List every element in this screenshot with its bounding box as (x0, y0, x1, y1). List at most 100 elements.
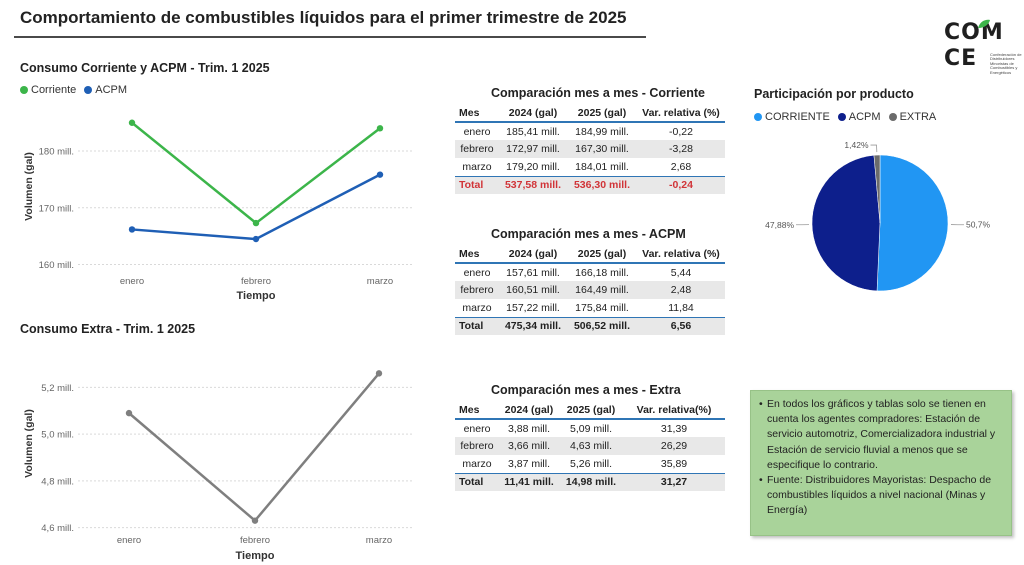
total-cell: 31,27 (623, 472, 725, 491)
total-cell: 506,52 mill. (567, 316, 637, 335)
table-cell: febrero (455, 281, 499, 299)
legend-swatch (754, 113, 762, 121)
legend-label: ACPM (848, 111, 881, 123)
legend-item-corriente[interactable]: Corriente (20, 84, 76, 96)
chart1-title: Consumo Corriente y ACPM - Trim. 1 2025 (20, 61, 270, 75)
pie-slice-extra[interactable] (873, 154, 881, 224)
logo-line1: COM (944, 20, 1004, 45)
y-axis-title: Volumen (gal) (23, 152, 35, 221)
legend-swatch (888, 113, 897, 121)
pie-value-label: 47,88% (765, 220, 794, 230)
table-header-row: Mes 2024 (gal) 2025 (gal) Var. relativa (%) (455, 245, 725, 263)
column-header[interactable]: Var. relativa(%) (636, 403, 712, 416)
leaf-icon (978, 19, 990, 28)
x-tick-label: enero (120, 276, 144, 287)
legend-label: ACPM (95, 84, 128, 96)
legend-swatch (84, 86, 93, 94)
column-header[interactable]: Mes (459, 106, 480, 119)
y-tick-label: 5,0 mill. (41, 430, 74, 441)
column-header[interactable]: Mes (459, 247, 480, 260)
table-cell: 2,48 (637, 281, 725, 299)
total-cell: Total (455, 316, 499, 335)
pie-value-label: 50,7% (966, 220, 991, 230)
data-point[interactable] (376, 125, 384, 132)
pie-slice-corriente[interactable] (876, 154, 949, 292)
legend-item-acpm[interactable]: ACPM (837, 111, 881, 123)
table-cell: 184,99 mill. (575, 125, 629, 138)
table-cell: 164,49 mill. (567, 281, 637, 299)
table-cell: 5,09 mill. (569, 422, 612, 435)
total-cell: Total (455, 175, 499, 194)
table-total-row: Total 11,41 mill. 14,98 mill. 31,27 (455, 472, 725, 491)
table-row: marzo 179,20 mill. 184,01 mill. 2,68 (455, 158, 725, 176)
data-point[interactable] (128, 226, 136, 233)
table-row: febrero 172,97 mill. 167,30 mill. -3,28 (455, 140, 725, 158)
column-header[interactable]: 2025 (gal) (577, 106, 627, 119)
data-point[interactable] (251, 517, 259, 524)
table-cell: 179,20 mill. (506, 160, 560, 173)
total-cell: Total (455, 472, 499, 491)
table-cell: 184,01 mill. (575, 160, 629, 173)
total-cell: 11,41 mill. (499, 472, 559, 491)
y-tick-label: 4,8 mill. (41, 476, 74, 487)
table-cell: 157,22 mill. (506, 301, 560, 314)
table-cell: febrero (455, 437, 499, 455)
data-point[interactable] (128, 119, 136, 126)
table-cell: 5,44 (670, 266, 692, 279)
column-header[interactable]: Var. relativa (%) (642, 106, 720, 119)
legend-swatch (20, 86, 28, 94)
comparison-table: Mes 2024 (gal) 2025 (gal) Var. relativa (%)… (455, 245, 725, 335)
table-cell: 3,87 mill. (507, 457, 550, 470)
x-tick-label: febrero (240, 535, 270, 546)
x-tick-label: marzo (367, 276, 393, 287)
legend-item-corriente[interactable]: CORRIENTE (754, 111, 830, 123)
data-point[interactable] (252, 219, 260, 227)
column-header[interactable]: 2025 (gal) (577, 247, 627, 260)
chart1-plot: 160 mill. 170 mill. 180 mill. enero febrero m… (23, 119, 412, 302)
chart2-title: Consumo Extra - Trim. 1 2025 (20, 322, 196, 336)
data-point[interactable] (125, 409, 133, 417)
table-row: marzo 3,87 mill. 5,26 mill. 35,89 (455, 455, 725, 473)
table-cell: enero (463, 266, 491, 279)
total-cell: 536,30 mill. (567, 175, 637, 194)
table-header-row: Mes 2024 (gal) 2025 (gal) Var. relativa(%) (455, 401, 725, 419)
table-row: febrero 160,51 mill. 164,49 mill. 2,48 (455, 281, 725, 299)
column-header[interactable]: Mes (459, 403, 480, 416)
chart2-plot: 4,6 mill. 4,8 mill. 5,0 mill. 5,2 mill. ener… (23, 370, 412, 562)
legend-label: EXTRA (899, 111, 937, 123)
comparison-table: Mes 2024 (gal) 2025 (gal) Var. relativa (%)… (455, 104, 725, 194)
total-cell: 537,58 mill. (499, 175, 567, 194)
total-cell: 14,98 mill. (559, 472, 623, 491)
data-point[interactable] (375, 370, 383, 377)
column-header[interactable]: 2024 (gal) (504, 403, 554, 416)
y-tick-label: 160 mill. (39, 260, 74, 271)
series-line-extra (128, 372, 380, 523)
legend-item-acpm[interactable]: ACPM (84, 84, 127, 96)
notes-box: En todos los gráficos y tablas solo se t… (750, 390, 1012, 536)
column-header[interactable]: 2025 (gal) (566, 403, 616, 416)
y-axis-title: Volumen (gal) (23, 409, 35, 478)
column-header[interactable]: 2024 (gal) (508, 247, 558, 260)
table-row: enero 157,61 mill. 166,18 mill. 5,44 (455, 263, 725, 281)
table-cell: 3,66 mill. (499, 437, 559, 455)
data-point[interactable] (252, 235, 260, 243)
chart1-legend: Corriente ACPM (20, 84, 127, 96)
note-item: Fuente: Distribuidores Mayoristas: Despa… (759, 473, 1003, 519)
legend-item-extra[interactable]: EXTRA (888, 111, 937, 123)
pie-legend: CORRIENTE ACPM EXTRA (754, 111, 936, 123)
logo-line2: CE (944, 46, 978, 71)
table-cell: 2,68 (670, 160, 692, 173)
table-cell: 167,30 mill. (567, 140, 637, 158)
comparison-table: Mes 2024 (gal) 2025 (gal) Var. relativa(%) e… (455, 401, 725, 491)
table-row: enero 185,41 mill. 184,99 mill. -0,22 (455, 122, 725, 140)
x-axis-title: Tiempo (237, 290, 276, 302)
column-header[interactable]: 2024 (gal) (508, 106, 558, 119)
total-cell: -0,24 (637, 175, 725, 194)
pie-label-leader (870, 144, 878, 153)
table-cell: marzo (462, 301, 492, 314)
data-point[interactable] (376, 171, 384, 178)
logo-subtitle: Confederación de Distribuidores Minorist… (990, 52, 1022, 75)
column-header[interactable]: Var. relativa (%) (642, 247, 720, 260)
pie-slice-acpm[interactable] (811, 154, 881, 292)
pie-value-label: 1,42% (844, 140, 869, 150)
